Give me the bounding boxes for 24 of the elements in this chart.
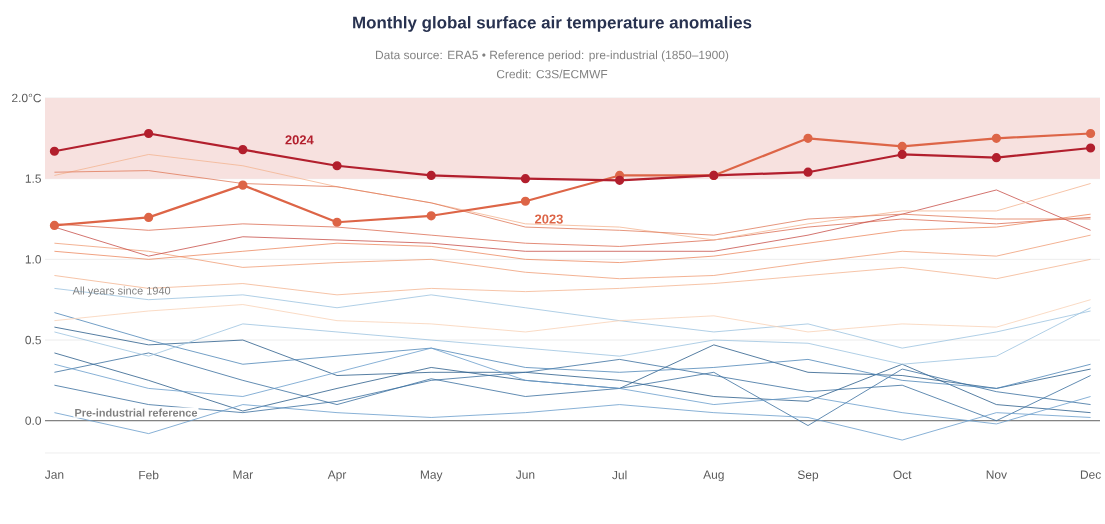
series-label: 2023: [535, 214, 563, 224]
series-label: 2024: [285, 135, 314, 145]
x-tick-label: Mar: [233, 470, 253, 479]
chart-title: Monthly global surface air temperature anomalies: [353, 16, 752, 32]
annotation: Pre-industrial reference: [75, 408, 198, 417]
x-tick-label: Sep: [797, 470, 819, 482]
x-tick-label: Jan: [44, 470, 64, 479]
x-tick-label: Aug: [703, 470, 724, 482]
x-tick-label: Jul: [612, 470, 627, 480]
y-tick-label: 2.0°C: [12, 93, 42, 103]
x-tick-label: Nov: [986, 470, 1007, 479]
x-tick-label: Dec: [1080, 470, 1101, 479]
x-tick-label: May: [420, 470, 443, 482]
y-tick-label: 0.5: [25, 335, 41, 345]
y-tick-label: 1.0: [25, 255, 42, 264]
chart-subtitle: Data source: ERA5 • Reference period: pre-industrial (1850–1900): [376, 50, 729, 62]
x-tick-label: Apr: [327, 470, 347, 482]
y-tick-label: 0.0: [25, 416, 42, 425]
x-tick-label: Feb: [139, 470, 159, 480]
x-tick-label: Jun: [515, 470, 535, 479]
y-tick-label: 1.5: [25, 174, 41, 183]
annotation: All years since 1940: [72, 286, 171, 297]
x-tick-label: Oct: [893, 470, 912, 479]
text: Credit: C3S/ECMWF: [496, 69, 608, 79]
